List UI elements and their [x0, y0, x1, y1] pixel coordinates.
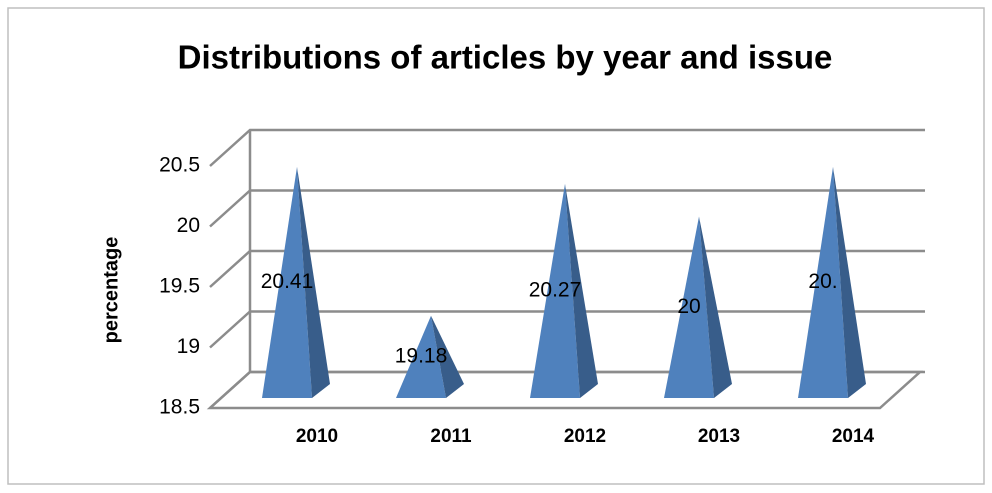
y-tick-label: 20.5 [159, 154, 200, 177]
data-label: 20.27 [529, 278, 582, 301]
y-tick-label: 18.5 [159, 396, 200, 419]
x-tick-label: 2014 [832, 426, 875, 447]
x-tick-label: 2012 [564, 426, 606, 447]
pyramid-front [798, 166, 848, 398]
pyramid-front [664, 216, 714, 398]
y-tick-label: 20 [177, 214, 200, 237]
data-label: 20 [677, 295, 700, 318]
y-tick-label: 19 [177, 335, 200, 358]
pyramid-side [297, 166, 330, 398]
y-axis-label: percentage [100, 237, 122, 344]
pyramid-front [396, 315, 446, 398]
data-label: 20.41 [261, 270, 314, 293]
x-tick-label: 2010 [296, 426, 338, 447]
data-label: 19.18 [395, 344, 448, 367]
x-tick-label: 2011 [430, 426, 472, 447]
grid-line [209, 189, 925, 228]
x-tick-label: 2013 [698, 426, 740, 447]
pyramid-front [530, 183, 580, 398]
pyramid-side [833, 166, 866, 398]
pyramid-side [431, 315, 464, 398]
grid-line [209, 128, 925, 167]
data-label: 20. [808, 270, 837, 293]
pyramid-side [699, 216, 732, 398]
pyramid-side [565, 183, 598, 398]
chart-title: Distributions of articles by year and is… [178, 39, 833, 76]
y-tick-label: 19.5 [159, 275, 200, 298]
pyramid-front [262, 166, 312, 398]
